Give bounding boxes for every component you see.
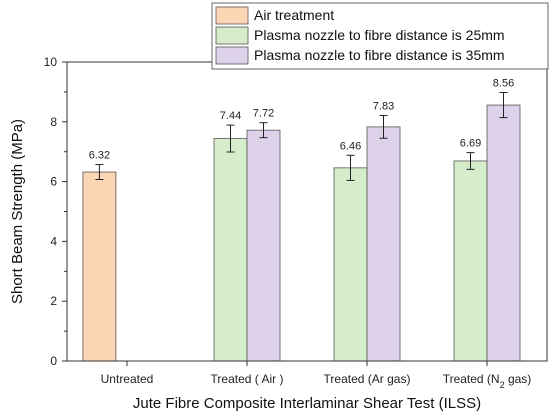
bar bbox=[213, 138, 248, 362]
legend-swatch bbox=[215, 6, 249, 25]
y-tick-label: 10 bbox=[44, 55, 58, 69]
legend-label: Air treatment bbox=[254, 7, 334, 23]
bar bbox=[366, 126, 401, 362]
bar bbox=[333, 167, 368, 362]
y-tick-label: 8 bbox=[50, 115, 57, 129]
y-tick-label: 0 bbox=[50, 354, 57, 368]
data-label: 6.32 bbox=[89, 150, 110, 162]
bar bbox=[486, 104, 521, 362]
bar bbox=[453, 160, 488, 362]
data-label: 7.83 bbox=[373, 101, 394, 113]
legend-box bbox=[211, 2, 549, 70]
y-tick-label: 2 bbox=[50, 294, 57, 308]
x-axis-title: Jute Fibre Composite Interlaminar Shear … bbox=[133, 395, 481, 412]
x-tick-label: Treated (Ar gas) bbox=[324, 372, 411, 386]
x-tick-label: Treated ( Air ) bbox=[211, 372, 284, 386]
x-tick-label: Treated (N2 gas) bbox=[443, 372, 532, 390]
legend-swatch bbox=[215, 26, 249, 45]
data-label: 6.46 bbox=[340, 140, 361, 152]
y-tick-label: 6 bbox=[50, 175, 57, 189]
data-label: 8.56 bbox=[493, 77, 514, 89]
bar bbox=[246, 129, 281, 362]
legend: Air treatment Plasma nozzle to fibre dist… bbox=[211, 2, 549, 70]
data-label: 7.72 bbox=[253, 108, 274, 120]
bars-layer: 6.32 7.44 7.72 6.46 7.83 6.69 8.56 bbox=[82, 77, 521, 362]
y-axis-title: Short Beam Strength (MPa) bbox=[9, 119, 26, 304]
legend-label: Plasma nozzle to fibre distance is 35mm bbox=[254, 47, 505, 63]
legend-swatch bbox=[215, 46, 249, 65]
legend-label: Plasma nozzle to fibre distance is 25mm bbox=[254, 27, 505, 43]
x-tick-label: Untreated bbox=[101, 372, 154, 386]
data-label: 6.69 bbox=[460, 138, 481, 150]
data-label: 7.44 bbox=[220, 110, 241, 122]
bar bbox=[82, 171, 117, 362]
y-tick-label: 4 bbox=[50, 234, 57, 248]
